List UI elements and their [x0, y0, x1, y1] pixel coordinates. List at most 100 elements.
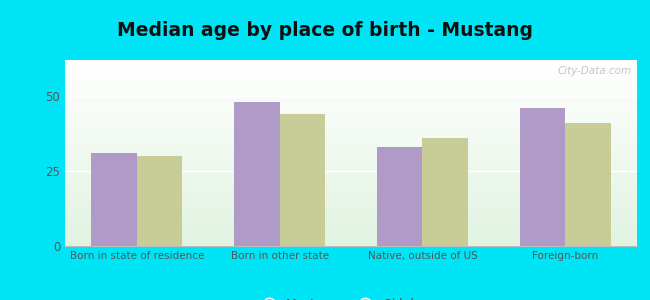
Bar — [65, 165, 637, 166]
Bar — [65, 177, 637, 178]
Bar — [65, 240, 637, 241]
Bar — [65, 99, 637, 100]
Bar — [65, 128, 637, 129]
Bar — [65, 67, 637, 68]
Bar — [65, 144, 637, 145]
Bar — [65, 80, 637, 81]
Bar — [65, 243, 637, 244]
Bar — [65, 85, 637, 86]
Bar — [65, 135, 637, 136]
Bar — [65, 158, 637, 159]
Bar — [65, 208, 637, 209]
Bar — [65, 98, 637, 99]
Bar — [422, 138, 468, 246]
Bar — [566, 123, 611, 246]
Bar — [65, 215, 637, 216]
Bar — [65, 161, 637, 162]
Bar — [65, 224, 637, 225]
Bar — [65, 75, 637, 76]
Bar — [65, 153, 637, 154]
Bar — [65, 143, 637, 144]
Bar — [65, 188, 637, 189]
Bar — [65, 194, 637, 195]
Bar — [65, 81, 637, 82]
Legend: Mustang, Oklahoma: Mustang, Oklahoma — [251, 293, 451, 300]
Bar — [65, 139, 637, 140]
Bar — [65, 101, 637, 102]
Bar — [65, 133, 637, 134]
Bar — [65, 100, 637, 101]
Bar — [65, 137, 637, 138]
Bar — [65, 66, 637, 67]
Bar — [65, 147, 637, 148]
Bar — [65, 121, 637, 122]
Bar — [65, 145, 637, 146]
Bar — [65, 125, 637, 126]
Bar — [65, 136, 637, 137]
Bar — [65, 237, 637, 238]
Bar — [65, 83, 637, 84]
Bar — [65, 116, 637, 117]
Bar — [65, 146, 637, 147]
Bar — [65, 244, 637, 245]
Bar — [65, 89, 637, 90]
Bar — [65, 181, 637, 182]
Bar — [65, 203, 637, 204]
Bar — [65, 186, 637, 187]
Bar — [65, 103, 637, 104]
Bar — [65, 92, 637, 93]
Bar — [65, 124, 637, 125]
Bar — [65, 230, 637, 231]
Bar — [65, 184, 637, 185]
Bar — [65, 120, 637, 121]
Bar — [65, 163, 637, 164]
Bar — [65, 217, 637, 218]
Bar — [65, 110, 637, 111]
Bar — [65, 234, 637, 235]
Bar — [65, 191, 637, 192]
Bar — [65, 151, 637, 152]
Bar — [65, 216, 637, 217]
Bar — [65, 119, 637, 120]
Bar — [91, 153, 136, 246]
Bar — [65, 115, 637, 116]
Bar — [65, 228, 637, 229]
Bar — [65, 90, 637, 91]
Bar — [65, 132, 637, 133]
Bar — [65, 113, 637, 114]
Bar — [65, 199, 637, 200]
Text: City-Data.com: City-Data.com — [557, 66, 631, 76]
Bar — [65, 130, 637, 131]
Bar — [65, 155, 637, 156]
Bar — [65, 239, 637, 240]
Bar — [65, 76, 637, 77]
Bar — [65, 212, 637, 213]
Bar — [65, 123, 637, 124]
Bar — [65, 112, 637, 113]
Bar — [65, 148, 637, 149]
Bar — [65, 122, 637, 123]
Bar — [65, 149, 637, 150]
Bar — [65, 202, 637, 203]
Bar — [65, 183, 637, 184]
Bar — [65, 196, 637, 197]
Bar — [65, 62, 637, 63]
Bar — [65, 154, 637, 155]
Bar — [65, 69, 637, 70]
Bar — [65, 160, 637, 161]
Bar — [65, 226, 637, 227]
Bar — [65, 86, 637, 87]
Bar — [65, 134, 637, 135]
Bar — [65, 162, 637, 163]
Bar — [65, 195, 637, 196]
Text: Median age by place of birth - Mustang: Median age by place of birth - Mustang — [117, 21, 533, 40]
Bar — [65, 225, 637, 226]
Bar — [65, 187, 637, 188]
Bar — [65, 193, 637, 194]
Bar — [65, 231, 637, 232]
Bar — [65, 107, 637, 108]
Bar — [65, 169, 637, 170]
Bar — [65, 156, 637, 157]
Bar — [65, 220, 637, 221]
Bar — [65, 233, 637, 234]
